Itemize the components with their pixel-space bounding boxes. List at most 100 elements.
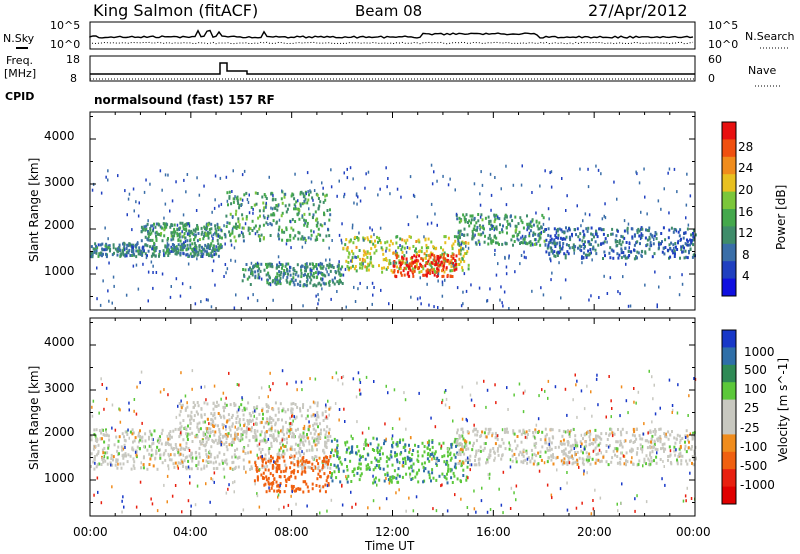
power-cell bbox=[354, 265, 357, 268]
power-cell bbox=[132, 264, 135, 268]
velocity-cell bbox=[473, 507, 476, 511]
velocity-cell bbox=[676, 462, 679, 466]
velocity-cell bbox=[411, 469, 414, 473]
power-cell bbox=[241, 232, 244, 236]
velocity-cell bbox=[323, 465, 326, 469]
velocity-cell bbox=[265, 461, 267, 465]
power-cell bbox=[560, 296, 562, 300]
power-cell bbox=[243, 273, 245, 277]
power-cell bbox=[288, 269, 291, 273]
velocity-cell bbox=[265, 478, 268, 482]
velocity-cell bbox=[323, 472, 326, 476]
power-cell bbox=[495, 241, 497, 245]
power-cell bbox=[289, 273, 292, 277]
velocity-cell bbox=[168, 432, 171, 436]
power-cell bbox=[326, 209, 329, 212]
velocity-cell bbox=[529, 460, 532, 464]
velocity-cell bbox=[547, 379, 550, 383]
power-cell bbox=[357, 195, 359, 199]
velocity-cell bbox=[685, 459, 688, 463]
power-cell bbox=[214, 283, 216, 287]
power-cell bbox=[203, 234, 205, 238]
power-cell bbox=[294, 220, 297, 223]
power-cell bbox=[423, 252, 426, 256]
velocity-cell bbox=[470, 398, 473, 402]
power-cell bbox=[271, 198, 274, 202]
velocity-cell bbox=[248, 427, 251, 431]
velocity-cell bbox=[141, 421, 143, 425]
power-cell bbox=[324, 194, 327, 198]
power-cell bbox=[578, 244, 581, 248]
power-cell bbox=[238, 223, 241, 227]
velocity-cell bbox=[279, 402, 282, 406]
power-cell bbox=[285, 228, 288, 232]
power-cell bbox=[674, 242, 677, 245]
velocity-cell bbox=[258, 505, 261, 509]
power-cell bbox=[468, 224, 471, 228]
velocity-cell bbox=[293, 463, 296, 467]
power-cell bbox=[205, 250, 208, 254]
power-cell bbox=[262, 209, 265, 213]
velocity-cell bbox=[170, 435, 173, 439]
power-cell bbox=[372, 242, 375, 246]
power-cell bbox=[595, 252, 598, 256]
power-cell bbox=[458, 257, 461, 261]
power-cell bbox=[231, 216, 234, 219]
velocity-cell bbox=[317, 415, 320, 419]
power-cell bbox=[371, 228, 373, 232]
velocity-cell bbox=[437, 459, 440, 462]
power-cell bbox=[153, 222, 155, 226]
power-cell bbox=[242, 226, 245, 230]
power-cell bbox=[162, 222, 165, 226]
velocity-cell bbox=[289, 455, 292, 459]
power-cell bbox=[95, 251, 98, 255]
freq-label: Freq. bbox=[6, 54, 33, 67]
power-cell bbox=[478, 224, 481, 228]
power-cell bbox=[522, 237, 525, 241]
velocity-cell bbox=[398, 488, 400, 492]
velocity-cell bbox=[387, 391, 389, 395]
velocity-cell bbox=[297, 487, 300, 491]
power-cell bbox=[449, 269, 452, 273]
velocity-cell bbox=[172, 462, 175, 466]
velocity-cell bbox=[336, 453, 338, 457]
power-cell bbox=[505, 242, 507, 246]
velocity-cell bbox=[233, 490, 235, 494]
velocity-cell bbox=[545, 433, 548, 437]
power-cell bbox=[369, 252, 372, 256]
power-cell bbox=[269, 222, 272, 226]
power-cell bbox=[524, 241, 527, 245]
power-cell bbox=[220, 228, 222, 232]
velocity-cell bbox=[658, 427, 661, 431]
power-cell bbox=[598, 296, 600, 299]
velocity-cell bbox=[485, 435, 488, 439]
velocity-cell bbox=[408, 466, 411, 470]
velocity-cell bbox=[546, 460, 549, 464]
power-cell bbox=[461, 233, 464, 236]
power-cell bbox=[108, 299, 110, 303]
power-cell bbox=[147, 235, 150, 239]
power-cell bbox=[492, 224, 495, 228]
velocity-cell bbox=[268, 422, 270, 426]
velocity-cell bbox=[286, 448, 289, 452]
velocity-cell bbox=[431, 471, 434, 475]
power-cell bbox=[208, 221, 211, 225]
power-cell bbox=[270, 206, 272, 210]
velocity-cell bbox=[306, 433, 308, 436]
velocity-cell bbox=[411, 453, 414, 456]
power-cell bbox=[287, 272, 289, 276]
velocity-cell bbox=[572, 443, 574, 447]
velocity-cell bbox=[632, 427, 635, 431]
velocity-cell bbox=[633, 440, 636, 443]
power-cell bbox=[193, 238, 196, 242]
power-cb-tick-8: 8 bbox=[742, 248, 750, 262]
power-cell bbox=[611, 248, 614, 252]
power-cell bbox=[325, 193, 328, 197]
power-cell bbox=[600, 228, 603, 232]
velocity-cell bbox=[617, 428, 619, 431]
velocity-cell bbox=[274, 421, 277, 425]
velocity-cell bbox=[116, 458, 119, 462]
power-cell bbox=[326, 263, 329, 267]
velocity-cell bbox=[428, 439, 431, 443]
velocity-cell bbox=[647, 457, 650, 461]
